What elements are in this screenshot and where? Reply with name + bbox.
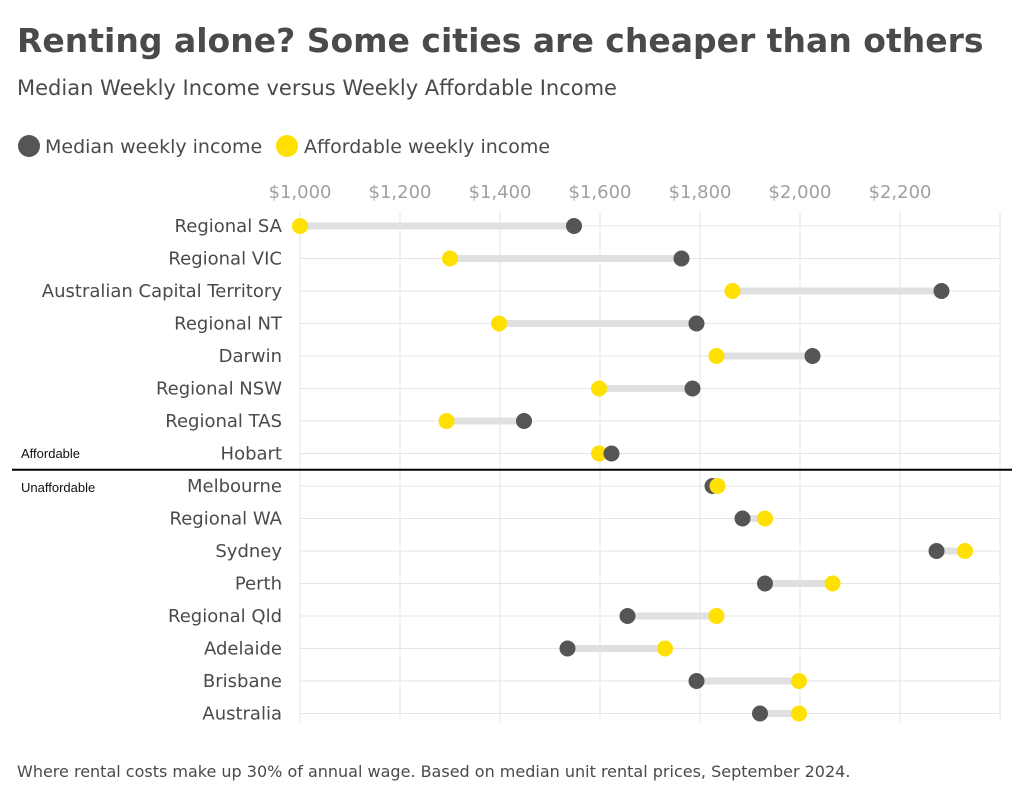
section-label-affordable: Affordable: [21, 446, 80, 461]
affordable-income-dot: [442, 250, 458, 267]
chart-row: Melbourne: [187, 476, 726, 497]
median-income-dot: [928, 543, 945, 559]
category-label: Regional VIC: [168, 249, 282, 270]
median-income-dot: [684, 380, 701, 397]
median-income-dot: [516, 413, 532, 429]
legend: Median weekly income Affordable weekly i…: [18, 135, 550, 158]
section-label-unaffordable: Unaffordable: [21, 480, 95, 495]
x-tick-label: $1,800: [669, 182, 732, 203]
category-label: Sydney: [215, 541, 282, 562]
affordable-income-dot: [709, 478, 726, 494]
chart-row: Adelaide: [204, 639, 673, 660]
chart-title: Renting alone? Some cities are cheaper t…: [17, 21, 984, 60]
affordable-income-dot: [957, 543, 973, 559]
category-label: Hobart: [221, 444, 282, 465]
median-income-dot: [688, 315, 705, 332]
affordable-income-dot: [491, 315, 507, 332]
x-tick-label: $1,400: [469, 182, 532, 203]
median-income-dot: [688, 673, 705, 689]
chart-row: Regional NT: [174, 314, 705, 335]
median-income-dot: [804, 348, 821, 364]
chart-row: Hobart: [221, 444, 620, 465]
chart-rows: Regional SA Regional VIC Australian Capita…: [42, 216, 973, 725]
category-label: Regional SA: [175, 216, 283, 237]
x-tick-label: $1,000: [269, 182, 332, 203]
category-label: Regional TAS: [165, 411, 282, 432]
chart-subtitle: Median Weekly Income versus Weekly Affor…: [17, 76, 617, 100]
chart-row: Perth: [235, 574, 841, 595]
median-income-dot: [752, 705, 768, 722]
category-label: Brisbane: [203, 671, 282, 692]
chart-row: Regional NSW: [156, 379, 701, 400]
affordable-income-dot: [292, 218, 308, 234]
category-label: Melbourne: [187, 476, 282, 497]
legend-affordable-swatch: [276, 135, 298, 157]
category-label: Regional NSW: [156, 379, 282, 400]
category-label: Australia: [202, 704, 282, 725]
category-label: Darwin: [219, 346, 282, 367]
affordable-income-dot: [657, 640, 673, 657]
affordable-income-dot: [708, 608, 725, 624]
affordable-income-dot: [438, 413, 455, 429]
median-income-dot: [757, 575, 773, 592]
legend-median-swatch: [18, 135, 40, 157]
chart-row: Regional WA: [170, 509, 773, 530]
x-tick-label: $1,600: [569, 182, 632, 203]
category-label: Regional Qld: [168, 606, 282, 627]
chart-row: Regional SA: [175, 216, 582, 237]
affordable-income-dot: [591, 445, 607, 462]
chart-row: Regional VIC: [168, 249, 690, 270]
footnote: Where rental costs make up 30% of annual…: [17, 762, 850, 781]
median-income-dot: [734, 510, 751, 527]
median-income-dot: [603, 445, 620, 462]
affordable-income-dot: [591, 380, 607, 397]
category-label: Regional NT: [174, 314, 283, 335]
chart-row: Regional Qld: [168, 606, 725, 627]
legend-affordable-label: Affordable weekly income: [304, 136, 550, 158]
affordable-income-dot: [824, 575, 841, 592]
median-income-dot: [559, 640, 576, 657]
chart-row: Sydney: [215, 541, 973, 562]
category-label: Regional WA: [170, 509, 283, 530]
chart-row: Darwin: [219, 346, 821, 367]
affordable-income-dot: [724, 283, 741, 299]
affordable-income-dot: [708, 348, 725, 364]
chart-row: Australia: [202, 704, 807, 725]
x-tick-label: $1,200: [369, 182, 432, 203]
affordable-income-dot: [791, 705, 807, 722]
category-label: Adelaide: [204, 639, 282, 660]
median-income-dot: [619, 608, 636, 624]
x-tick-label: $2,200: [869, 182, 932, 203]
chart-row: Brisbane: [203, 671, 807, 692]
legend-median-label: Median weekly income: [45, 136, 262, 158]
chart-row: Australian Capital Territory: [42, 281, 950, 302]
median-income-dot: [933, 283, 950, 299]
category-label: Perth: [235, 574, 282, 595]
x-axis-tick-labels: $1,000 $1,200 $1,400 $1,600 $1,800 $2,000 $2,2…: [269, 182, 932, 203]
median-income-dot: [673, 250, 690, 267]
affordable-income-dot: [791, 673, 807, 689]
affordable-income-dot: [757, 510, 773, 527]
median-income-dot: [566, 218, 582, 234]
category-label: Australian Capital Territory: [42, 281, 283, 302]
chart-row: Regional TAS: [165, 411, 532, 432]
x-tick-label: $2,000: [769, 182, 832, 203]
